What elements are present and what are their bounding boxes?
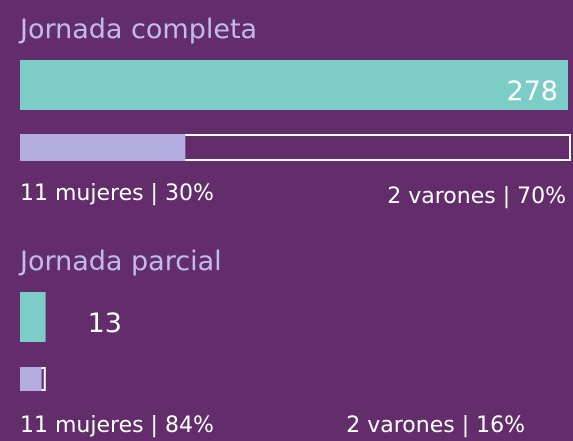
section-title: Jornada completa [18,14,257,45]
section-title: Jornada parcial [18,246,222,277]
total-bar [20,292,46,342]
women-label: 11 mujeres | 30% [20,181,214,206]
total-value: 278 [506,76,558,107]
total-value: 13 [88,308,122,339]
women-label: 11 mujeres | 84% [20,413,214,438]
men-label: 2 varones | 70% [387,184,566,209]
women-share-bar [20,134,186,161]
total-bar [20,60,568,110]
men-label: 2 varones | 16% [346,413,525,438]
women-share-bar [20,367,42,391]
